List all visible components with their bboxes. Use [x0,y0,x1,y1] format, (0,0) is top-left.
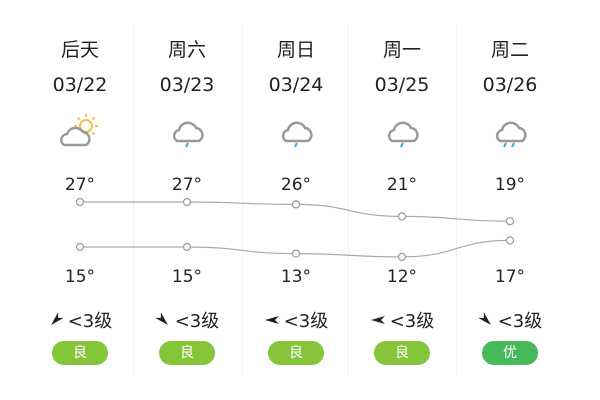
wind-info: <3级 [26,307,134,333]
high-temp-point [505,217,515,226]
wind-info: <3级 [456,307,564,333]
date-label: 03/25 [374,74,430,96]
high-temp: 27° [171,175,203,195]
air-quality-badge: 良 [268,341,324,365]
low-temp-point [505,236,515,245]
day-label: 后天 [60,39,99,61]
wind-level: <3级 [283,311,329,332]
high-temp-point [75,197,85,207]
column-divider [242,25,243,375]
high-temp-point [182,197,192,207]
air-quality-badge: 良 [159,341,215,365]
column-divider [348,25,349,375]
wind-direction-icon [370,316,385,324]
forecast-day[interactable]: 后天 03/22 27° 15° <3级 良 [26,25,134,375]
wind-direction-icon [477,312,491,325]
low-temp-point [182,242,192,252]
low-temp: 12° [386,267,418,287]
wind-level: <3级 [67,311,113,332]
air-quality-badge: 良 [374,341,430,365]
day-label: 周一 [382,39,421,61]
forecast-day[interactable]: 周日 03/24 26° 13° <3级 良 [242,25,350,375]
low-temp: 17° [494,267,526,287]
light-rain-icon [387,121,419,148]
light-rain-icon [281,121,313,148]
day-label: 周二 [490,39,529,61]
column-divider [133,25,134,375]
high-temp: 19° [494,175,526,195]
wind-direction-icon [50,312,64,325]
wind-info: <3级 [348,307,456,333]
wind-info: <3级 [242,307,350,333]
date-label: 03/23 [159,74,215,96]
moderate-rain-icon [495,121,527,148]
partly-cloudy-icon [60,114,98,147]
low-temp: 13° [280,267,312,287]
low-temp-point [397,252,407,261]
forecast-day[interactable]: 周六 03/23 27° 15° <3级 良 [133,25,241,375]
air-quality-badge: 良 [52,341,108,365]
high-temp: 27° [64,175,96,195]
date-label: 03/24 [268,74,324,96]
low-temp: 15° [64,267,96,287]
high-temp-point [397,212,407,221]
high-temp: 26° [280,175,312,195]
air-quality-badge: 优 [482,341,538,365]
wind-level: <3级 [497,311,543,332]
wind-level: <3级 [174,311,220,332]
light-rain-icon [172,121,204,148]
date-label: 03/26 [482,74,538,96]
low-temp: 15° [171,267,203,287]
wind-direction-icon [264,316,279,324]
wind-info: <3级 [133,307,241,333]
high-temp-point [291,200,301,209]
wind-level: <3级 [389,311,435,332]
wind-direction-icon [154,312,168,325]
column-divider [456,25,457,375]
forecast-day[interactable]: 周二 03/26 19° 17° <3级 优 [456,25,564,375]
day-label: 周六 [167,39,206,61]
high-temp: 21° [386,175,418,195]
day-label: 周日 [276,39,315,61]
date-label: 03/22 [52,74,108,96]
low-temp-point [291,249,301,258]
forecast-day[interactable]: 周一 03/25 21° 12° <3级 良 [348,25,456,375]
low-temp-point [75,242,85,252]
